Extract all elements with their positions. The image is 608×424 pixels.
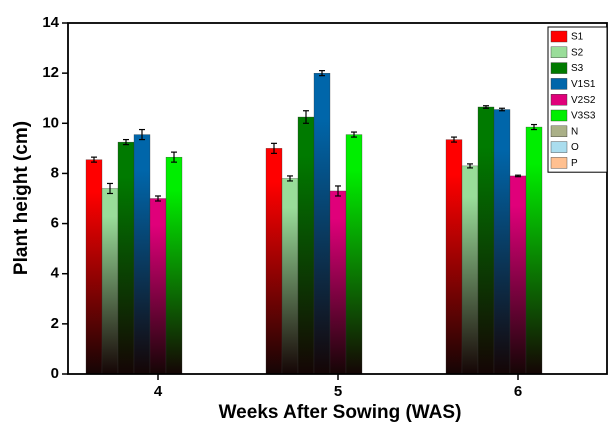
x-axis-title: Weeks After Sowing (WAS) [219,402,462,423]
legend-label: S2 [571,47,584,58]
error-bar [531,123,537,131]
error-bar [107,182,113,195]
legend-swatch [550,30,568,43]
legend-label: V2S2 [571,95,596,106]
error-bar [287,175,293,182]
legend-swatch [550,62,568,74]
bar [525,126,543,375]
error-bar [171,151,177,163]
bar [477,106,495,375]
error-bar [483,105,489,109]
legend-label: O [571,142,579,153]
y-axis-title: Plant height (cm) [11,121,32,275]
bar [85,159,103,375]
bar [297,116,315,375]
legend-label: P [571,158,578,169]
bar [493,109,511,375]
error-bar [351,131,357,138]
x-tick-label: 6 [514,383,522,400]
bar [329,190,347,375]
y-tick-label: 6 [51,215,59,232]
bar [117,141,135,375]
error-bar [335,185,341,197]
error-bar [515,174,521,178]
bar [265,148,283,375]
bar [101,188,119,375]
plot-frame [67,22,608,375]
y-tick-label: 2 [51,315,59,332]
error-bar [123,138,129,146]
bar [165,156,183,375]
bar [149,198,167,375]
error-bar [499,107,505,112]
legend-label: N [571,126,578,137]
bar [445,139,463,375]
x-tick-label: 4 [154,383,163,400]
bar [281,178,299,375]
legend-swatch [550,46,568,58]
y-tick-label: 14 [42,14,59,31]
legend-swatch [550,78,568,90]
bar [461,165,479,375]
y-tick-label: 0 [51,365,59,382]
error-bar [91,156,97,163]
error-bar [451,136,457,143]
legend-label: S3 [571,63,584,74]
legend-swatch [550,141,568,153]
error-bar [271,142,277,154]
error-bar [303,110,309,124]
legend-swatch [550,109,568,122]
error-bar [155,195,161,202]
error-bar [467,163,473,169]
y-tick-label: 10 [42,114,59,131]
y-tick-label: 8 [51,164,59,181]
y-tick-label: 12 [42,64,59,81]
x-tick-label: 5 [334,383,342,400]
bar [345,134,363,375]
legend-swatch [550,157,568,169]
legend-label: S1 [571,32,584,43]
legend-label: V3S3 [571,111,596,122]
bar [313,72,331,375]
y-tick-label: 4 [51,265,60,282]
bar [509,175,527,375]
bar [133,134,151,375]
legend-label: V1S1 [571,79,596,90]
error-bar [139,128,145,141]
legend-swatch [550,93,568,106]
error-bar [319,70,325,77]
legend-swatch [550,125,568,138]
